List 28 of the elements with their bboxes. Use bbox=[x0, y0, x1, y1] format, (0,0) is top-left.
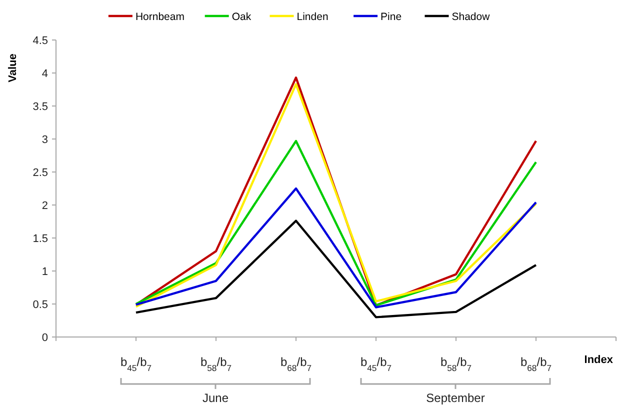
y-tick-label: 1.5 bbox=[32, 232, 48, 245]
y-tick-label: 2 bbox=[42, 200, 48, 212]
y-tick-label: 0.5 bbox=[32, 298, 48, 311]
x-tick-label: b$_{68}$/b$_{7}$ bbox=[520, 355, 552, 373]
y-tick-label: 1 bbox=[42, 266, 48, 278]
line-series bbox=[134, 220, 538, 318]
y-tick-label: 0 bbox=[42, 332, 48, 344]
x-tick-label: b$_{68}$/b$_{7}$ bbox=[280, 355, 312, 373]
legend-label: Hornbeam bbox=[135, 11, 185, 23]
y-tick-label: 4 bbox=[42, 68, 48, 80]
text: September bbox=[426, 391, 485, 405]
x-tick-label: b$_{58}$/b$_{7}$ bbox=[440, 355, 472, 373]
legend-label: Shadow bbox=[452, 11, 490, 23]
legend-label: Pine bbox=[380, 11, 402, 23]
y-tick-label: 3 bbox=[42, 134, 48, 146]
y-tick-label: 4.5 bbox=[32, 34, 48, 47]
line-series bbox=[134, 140, 538, 306]
x-tick-label: b$_{58}$/b$_{7}$ bbox=[200, 355, 232, 373]
y-tick-label: 2.5 bbox=[32, 166, 48, 179]
text: June bbox=[202, 391, 229, 405]
y-tick-label: 3.5 bbox=[32, 100, 48, 113]
line-series bbox=[134, 187, 538, 308]
legend-label: Oak bbox=[232, 11, 252, 23]
x-axis-title: Index bbox=[584, 354, 614, 366]
x-tick-label: b$_{45}$/b$_{7}$ bbox=[360, 355, 392, 373]
y-axis-title: Value bbox=[7, 54, 19, 82]
legend-label: Linden bbox=[296, 11, 328, 23]
x-tick-label: b$_{45}$/b$_{7}$ bbox=[120, 355, 152, 373]
